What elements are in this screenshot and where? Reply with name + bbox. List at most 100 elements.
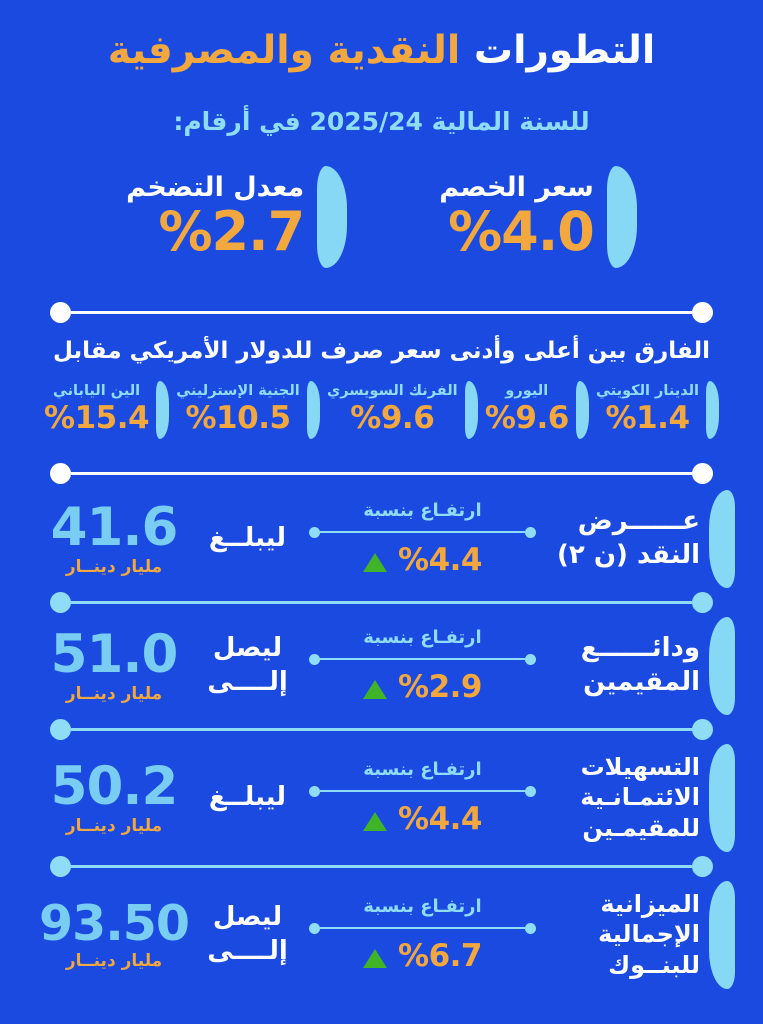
fx-currencies-row: الدينار الكويتي %1.4 اليورو %9.6 الفرنك … (0, 380, 763, 439)
fx-item-eur: اليورو %9.6 (484, 380, 589, 439)
stat-value: %2.7 (158, 200, 305, 264)
accent-bar-icon (156, 380, 170, 439)
up-triangle-icon (363, 948, 388, 968)
indicator-row-resident-deposits: ودائــــــع المقيمين ارتفـاع بنسبة %2.9 … (0, 613, 763, 719)
verb-label: ليبلــغ (208, 781, 287, 812)
accent-bar-icon (706, 380, 719, 439)
accent-bar-icon (464, 380, 478, 439)
connector-dot-icon (525, 653, 536, 665)
amount-value: 93.50 (39, 894, 190, 952)
amount-unit: مليار دينــار (65, 950, 163, 971)
accent-bar-icon (709, 489, 735, 588)
stat-inflation-rate: معدل التضخم %2.7 (126, 165, 348, 268)
divider-dot-icon (692, 301, 713, 323)
divider-dot-icon (50, 591, 71, 613)
divider-dot-icon (692, 591, 713, 613)
currency-value: %9.6 (350, 400, 435, 437)
amount-unit: مليار دينــار (65, 556, 163, 577)
currency-value: %1.4 (605, 400, 690, 437)
divider-dot-icon (50, 718, 71, 740)
title-part-orange: النقدية والمصرفية (107, 28, 461, 73)
up-triangle-icon (363, 811, 388, 831)
stat-value: %4.0 (448, 200, 595, 264)
connector-dot-icon (309, 922, 320, 934)
change-caption: ارتفـاع بنسبة (363, 626, 482, 648)
verb-label: ليبلــغ (208, 522, 287, 553)
connector-line (309, 526, 536, 538)
currency-label: الين الياباني (52, 383, 141, 400)
amount-unit: مليار دينــار (65, 815, 163, 836)
indicator-label: ودائــــــع المقيمين (580, 632, 700, 697)
currency-label: الفرنك السويسري (326, 383, 458, 400)
amount-value: 41.6 (50, 496, 179, 558)
change-connector: ارتفـاع بنسبة %4.4 (309, 759, 536, 837)
connector-line (309, 922, 536, 934)
accent-bar-icon (306, 380, 320, 439)
row-separator (50, 855, 713, 877)
indicator-row-credit-facilities: التسهيلات الائتمـانـية للمقيمـين ارتفـاع… (0, 740, 763, 856)
top-stats-row: سعر الخصم %4.0 معدل التضخم %2.7 (0, 165, 763, 268)
title-part-white: التطورات (473, 28, 656, 73)
up-triangle-icon (363, 679, 388, 699)
divider-line (71, 471, 692, 475)
change-caption: ارتفـاع بنسبة (363, 499, 482, 521)
amount-block: 41.6 مليار دينــار (28, 501, 200, 577)
indicators-section: عــــــرض النقد (ن ٢) ارتفـاع بنسبة %4.4… (0, 486, 763, 993)
indicator-row-banks-balance-sheet: الميزانية الإجمالية للبنــوك ارتفـاع بنس… (0, 877, 763, 993)
section-divider (50, 462, 713, 484)
currency-value: %9.6 (484, 400, 569, 437)
amount-unit: مليار دينــار (65, 683, 163, 704)
amount-value: 50.2 (50, 755, 179, 817)
divider-line (71, 727, 692, 731)
amount-value: 51.0 (50, 623, 179, 685)
fx-item-gbp: الجنية الإسترليني %10.5 (176, 380, 320, 439)
row-separator (50, 718, 713, 740)
fx-item-jpy: الين الياباني %15.4 (44, 380, 170, 439)
divider-dot-icon (50, 462, 71, 484)
indicator-row-money-supply: عــــــرض النقد (ن ٢) ارتفـاع بنسبة %4.4… (0, 486, 763, 592)
fx-item-kwd: الدينار الكويتي %1.4 (596, 380, 719, 439)
divider-line (71, 600, 692, 604)
connector-dot-icon (309, 785, 320, 797)
verb-label: ليصل إلــــى (207, 632, 288, 697)
accent-bar-icon (709, 880, 735, 989)
row-separator (50, 591, 713, 613)
change-value: %4.4 (398, 541, 482, 578)
divider-line (71, 864, 692, 868)
currency-value: %15.4 (44, 400, 150, 437)
stat-discount-rate: سعر الخصم %4.0 (439, 165, 637, 268)
change-caption: ارتفـاع بنسبة (363, 758, 482, 780)
stat-label: معدل التضخم (126, 172, 305, 204)
change-caption: ارتفـاع بنسبة (363, 895, 482, 917)
divider-dot-icon (692, 855, 713, 877)
accent-bar-icon (575, 380, 589, 439)
currency-label: الدينار الكويتي (596, 383, 699, 400)
divider-dot-icon (692, 462, 713, 484)
indicator-label: التسهيلات الائتمـانـية للمقيمـين (580, 752, 700, 843)
indicator-label: عــــــرض النقد (ن ٢) (557, 505, 700, 570)
accent-bar-icon (606, 165, 637, 268)
accent-bar-icon (317, 165, 348, 268)
stat-label: سعر الخصم (439, 172, 594, 204)
change-value: %6.7 (398, 937, 482, 974)
currency-value: %10.5 (185, 400, 292, 437)
divider-dot-icon (692, 718, 713, 740)
verb-label: ليصل إلــــى (207, 901, 288, 966)
page-title: التطورات النقدية والمصرفية (0, 0, 763, 77)
accent-bar-icon (709, 743, 735, 852)
change-value: %4.4 (398, 800, 482, 837)
currency-label: الجنية الإسترليني (176, 383, 300, 400)
fx-item-chf: الفرنك السويسري %9.6 (326, 380, 478, 439)
change-connector: ارتفـاع بنسبة %4.4 (309, 500, 536, 578)
connector-dot-icon (525, 922, 536, 934)
divider-dot-icon (50, 855, 71, 877)
change-connector: ارتفـاع بنسبة %2.9 (309, 627, 536, 705)
connector-line (309, 785, 536, 797)
fx-section-heading: الفارق بين أعلى وأدنى سعر صرف للدولار ال… (52, 337, 710, 364)
accent-bar-icon (709, 616, 735, 715)
connector-dot-icon (309, 526, 320, 538)
change-connector: ارتفـاع بنسبة %6.7 (309, 896, 536, 974)
currency-label: اليورو (505, 383, 549, 400)
connector-line (309, 653, 536, 665)
